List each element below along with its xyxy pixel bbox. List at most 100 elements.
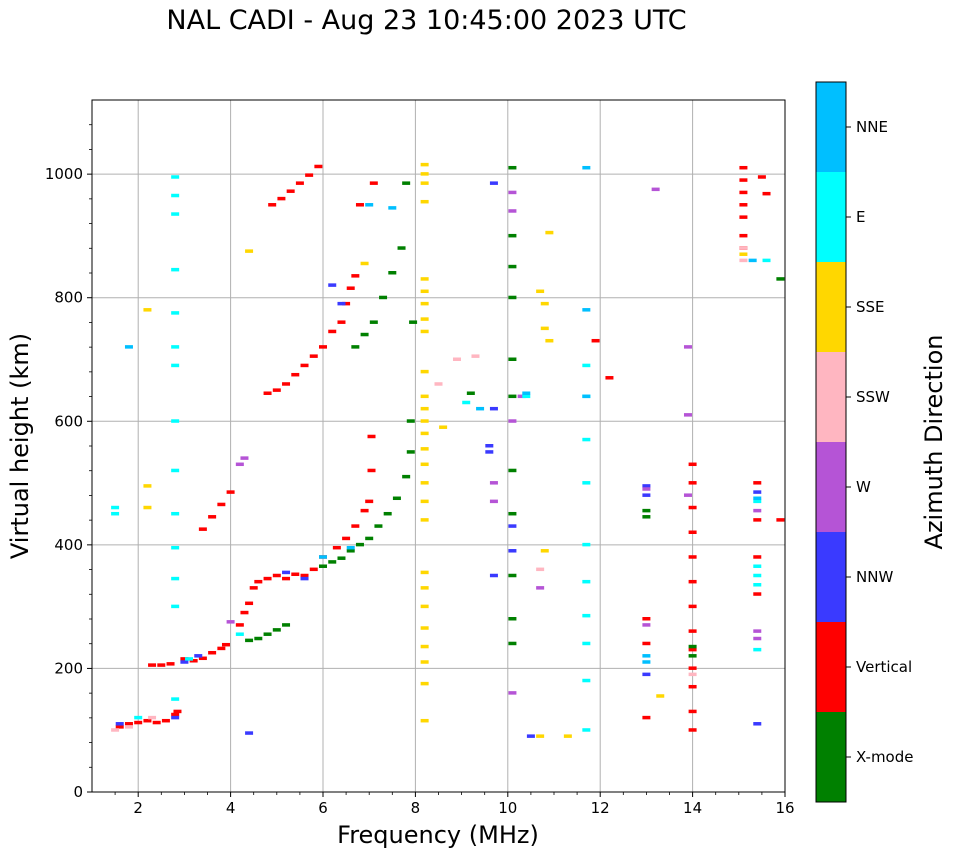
data-point-sse [420, 586, 429, 590]
data-point-w [683, 413, 692, 417]
data-point-e [582, 579, 591, 584]
data-point-x-mode [360, 332, 369, 337]
data-point-vertical [319, 345, 327, 349]
data-point-x-mode [508, 511, 517, 516]
data-point-sse [420, 644, 429, 649]
data-point-sse [540, 326, 549, 331]
data-point-vertical [173, 709, 182, 714]
data-point-e [462, 400, 471, 405]
data-point-x-mode [406, 419, 415, 423]
data-point-nnw [526, 734, 535, 738]
data-point-sse [420, 570, 429, 575]
x-tick-label: 2 [133, 799, 143, 817]
data-point-x-mode [508, 233, 517, 238]
data-point-vertical [295, 181, 304, 185]
data-point-nnw [245, 731, 254, 735]
data-point-vertical [688, 629, 697, 633]
data-point-vertical [367, 434, 376, 439]
data-point-nnw [508, 524, 517, 528]
x-tick-label: 8 [411, 799, 421, 817]
data-point-e [171, 193, 180, 198]
data-point-e [111, 511, 120, 516]
data-point-vertical [221, 642, 230, 647]
data-point-vertical [189, 659, 198, 663]
data-point-w [235, 462, 244, 467]
data-point-vertical [166, 662, 175, 666]
data-point-sse [420, 301, 429, 306]
data-point-x-mode [369, 320, 378, 324]
plot-frame [91, 99, 786, 793]
data-point-e [185, 657, 194, 661]
data-point-sse [420, 162, 429, 167]
data-point-e [522, 394, 531, 399]
data-point-x-mode [508, 357, 517, 361]
colorbar-frame [815, 81, 847, 803]
data-point-w [683, 345, 692, 349]
colorbar-swatch-nnw [816, 532, 846, 622]
data-point-vertical [762, 191, 771, 196]
data-point-x-mode [337, 556, 346, 560]
data-point-vertical [346, 286, 355, 290]
data-point-x-mode [272, 628, 281, 632]
data-point-vertical [161, 718, 170, 723]
data-point-vertical [217, 502, 226, 507]
x-tick-label: 16 [775, 799, 794, 817]
colorbar-tick-label: E [856, 208, 865, 226]
data-point-vertical [351, 274, 360, 278]
data-point-sse [360, 261, 369, 266]
data-point-ssw [536, 567, 545, 572]
data-point-x-mode [397, 246, 406, 250]
data-point-nne [476, 406, 485, 411]
colorbar-swatch-vertical [816, 622, 846, 712]
data-point-e [171, 511, 180, 516]
data-point-vertical [337, 320, 346, 324]
data-point-nne [319, 555, 327, 559]
data-point-x-mode [508, 641, 517, 646]
data-point-vertical [688, 647, 697, 652]
colorbar-tick-label: NNE [856, 118, 888, 136]
data-point-w [651, 187, 660, 192]
data-point-x-mode [365, 536, 374, 541]
data-point-sse [420, 317, 429, 321]
data-point-ssw [739, 246, 748, 250]
data-point-vertical [198, 527, 207, 531]
data-point-x-mode [282, 623, 291, 627]
data-point-ssw [434, 382, 443, 386]
data-point-e [171, 468, 180, 473]
data-point-e [582, 481, 591, 485]
data-point-x-mode [245, 638, 254, 643]
data-point-w [508, 209, 517, 213]
data-point-sse [420, 199, 429, 204]
data-point-w [753, 636, 762, 641]
data-point-vertical [365, 499, 374, 504]
data-point-vertical [300, 363, 309, 368]
colorbar-label: Azimuth Direction [920, 335, 948, 550]
colorbar-tick-label: SSE [856, 298, 885, 316]
colorbar-swatch-e [816, 172, 846, 262]
data-point-x-mode [263, 632, 272, 636]
data-point-vertical [226, 490, 235, 494]
data-point-vertical [198, 656, 207, 661]
data-point-e [111, 505, 120, 510]
data-point-sse [656, 694, 665, 698]
data-point-vertical [291, 372, 300, 377]
data-point-x-mode [642, 508, 651, 513]
data-point-e [171, 345, 180, 349]
data-point-x-mode [776, 277, 785, 281]
data-point-vertical [605, 376, 614, 380]
data-point-x-mode [466, 391, 475, 395]
data-point-nne [582, 165, 591, 170]
data-point-ssw [124, 725, 133, 729]
data-point-vertical [688, 530, 697, 534]
data-point-sse [420, 329, 429, 334]
data-marks [111, 162, 785, 738]
data-point-e [582, 678, 591, 683]
data-point-e [582, 542, 591, 547]
data-point-nne [582, 308, 591, 312]
data-point-e [171, 604, 180, 609]
data-point-sse [420, 394, 429, 399]
data-point-nnw [300, 576, 309, 581]
data-point-vertical [591, 338, 600, 343]
colorbar-tick-label: W [856, 478, 871, 496]
data-point-vertical [688, 555, 697, 559]
